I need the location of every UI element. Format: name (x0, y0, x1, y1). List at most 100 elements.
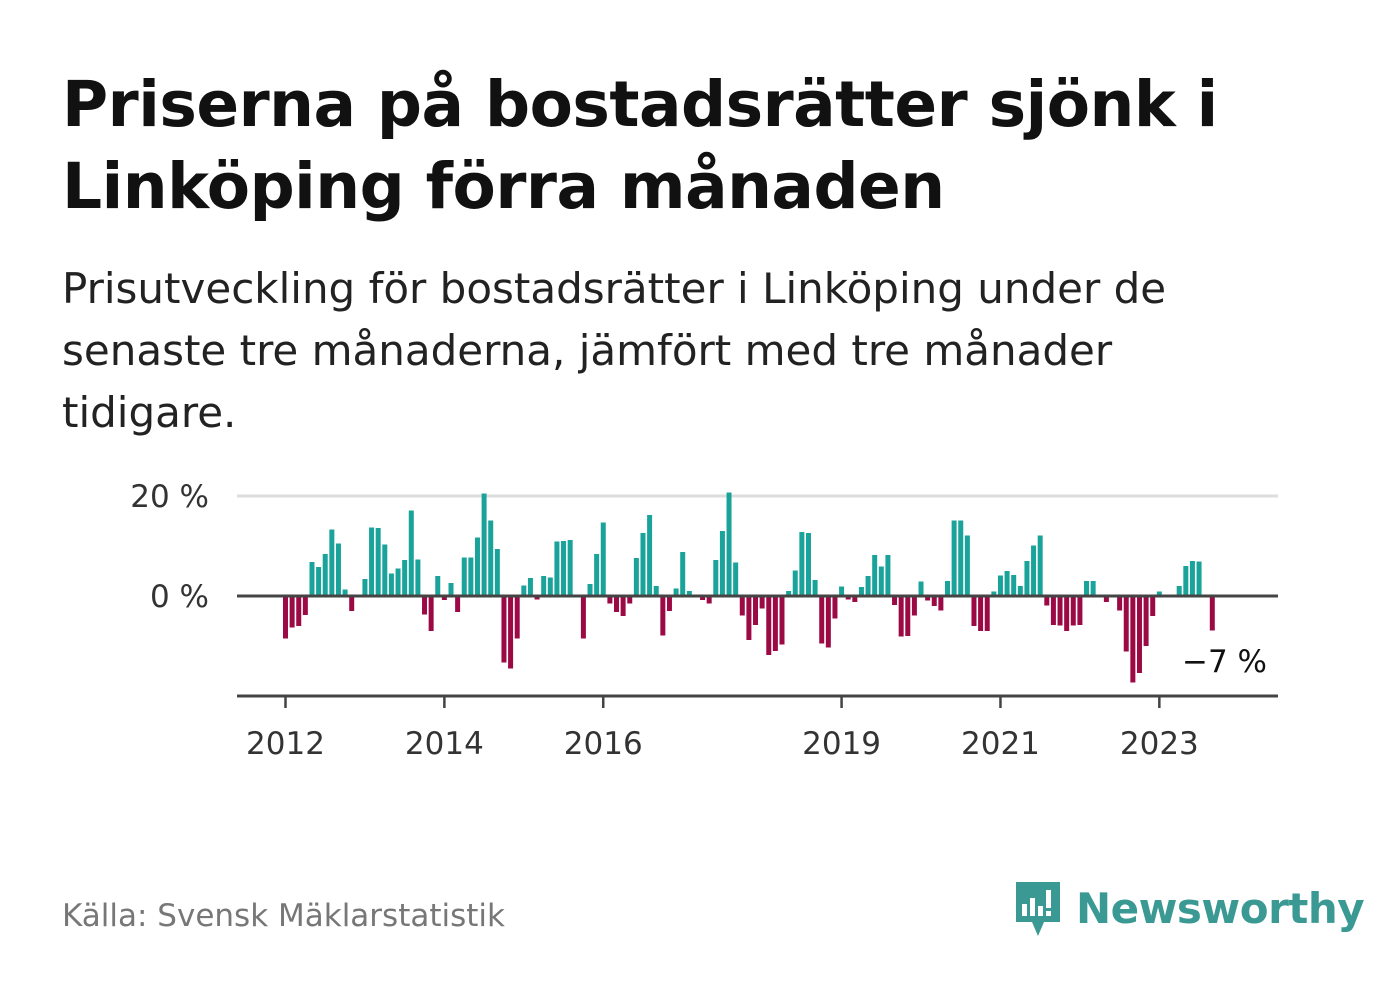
bar (349, 596, 355, 611)
bar (792, 570, 798, 596)
bar (706, 596, 712, 604)
bar (931, 596, 937, 606)
bar (852, 596, 858, 602)
bar (653, 586, 659, 596)
bar (951, 520, 957, 596)
bar (799, 532, 805, 596)
bar (958, 520, 964, 596)
bar (461, 557, 467, 596)
bar (1024, 561, 1030, 596)
bar (316, 567, 322, 596)
bar (680, 552, 686, 596)
bar (1044, 596, 1050, 606)
x-tick-label: 2021 (961, 726, 1040, 760)
bar (786, 591, 792, 596)
bar (839, 586, 845, 596)
bar (481, 493, 487, 596)
bar (561, 541, 567, 596)
bar (666, 596, 672, 611)
bar (1156, 591, 1162, 596)
bar (845, 596, 851, 600)
bar (1077, 596, 1083, 625)
bar (640, 533, 646, 596)
bar (1090, 581, 1096, 596)
bar (964, 535, 970, 596)
bar (283, 596, 288, 639)
bar (713, 560, 719, 596)
bar (415, 559, 421, 596)
x-tick-label: 2016 (564, 726, 643, 760)
x-tick-labels: 2012 2014 2016 2019 2021 2023 (246, 696, 1199, 760)
bar (1189, 561, 1195, 596)
x-tick-label: 2019 (802, 726, 881, 760)
bar (627, 596, 633, 604)
y-tick-label: 20 % (130, 479, 209, 515)
bar (825, 596, 831, 648)
bar (527, 578, 533, 596)
bar (508, 596, 514, 669)
x-tick-label: 2023 (1120, 726, 1199, 760)
bar (1057, 596, 1063, 626)
bar (441, 596, 447, 600)
bar (342, 589, 348, 596)
bar (779, 596, 785, 645)
bar (832, 596, 838, 619)
bar (753, 596, 759, 625)
bar (726, 492, 732, 596)
bar (925, 596, 931, 601)
bar (633, 558, 639, 596)
bar (1017, 586, 1023, 596)
bar (474, 537, 480, 596)
bar (422, 596, 428, 615)
bar (1123, 596, 1129, 652)
bar (302, 596, 308, 615)
bar (686, 591, 692, 596)
page-title: Priserna på bostadsrätter sjönk i Linköp… (62, 68, 1218, 223)
brand-logo: Newsworthy (1012, 878, 1365, 938)
bar (567, 540, 573, 596)
bar (700, 596, 706, 600)
bar (408, 510, 414, 596)
bar (812, 580, 818, 596)
bar (892, 596, 898, 605)
bar (587, 584, 593, 596)
bar (296, 596, 302, 626)
x-tick-label: 2012 (246, 726, 325, 760)
bar (1064, 596, 1070, 631)
bar (805, 533, 811, 596)
bar (865, 576, 871, 596)
bar (329, 529, 335, 596)
bar (733, 562, 739, 596)
bar (488, 520, 494, 596)
bar (547, 577, 553, 596)
bar (1196, 561, 1202, 596)
bar (620, 596, 626, 616)
bar (1136, 596, 1142, 673)
bar (468, 557, 474, 596)
bar (1037, 535, 1043, 596)
bar (435, 576, 441, 596)
bar (402, 560, 408, 596)
bar (898, 596, 904, 637)
bar (872, 555, 878, 596)
bar (1084, 581, 1090, 596)
bar (660, 596, 666, 636)
bar (501, 596, 507, 663)
bar (1150, 596, 1156, 616)
bar (521, 585, 527, 596)
bar (594, 554, 600, 596)
bar (1117, 596, 1123, 611)
bar (1011, 575, 1017, 596)
bar (858, 587, 864, 596)
source-note: Källa: Svensk Mäklarstatistik (62, 898, 505, 934)
bar (1143, 596, 1149, 646)
bar (719, 531, 725, 596)
newsworthy-logo-icon (1016, 882, 1060, 936)
bar (984, 596, 990, 631)
bar (759, 596, 765, 609)
bar (580, 596, 586, 639)
bar (1070, 596, 1076, 626)
bar (375, 528, 381, 596)
bars-group (283, 492, 1215, 683)
bar (911, 596, 917, 616)
